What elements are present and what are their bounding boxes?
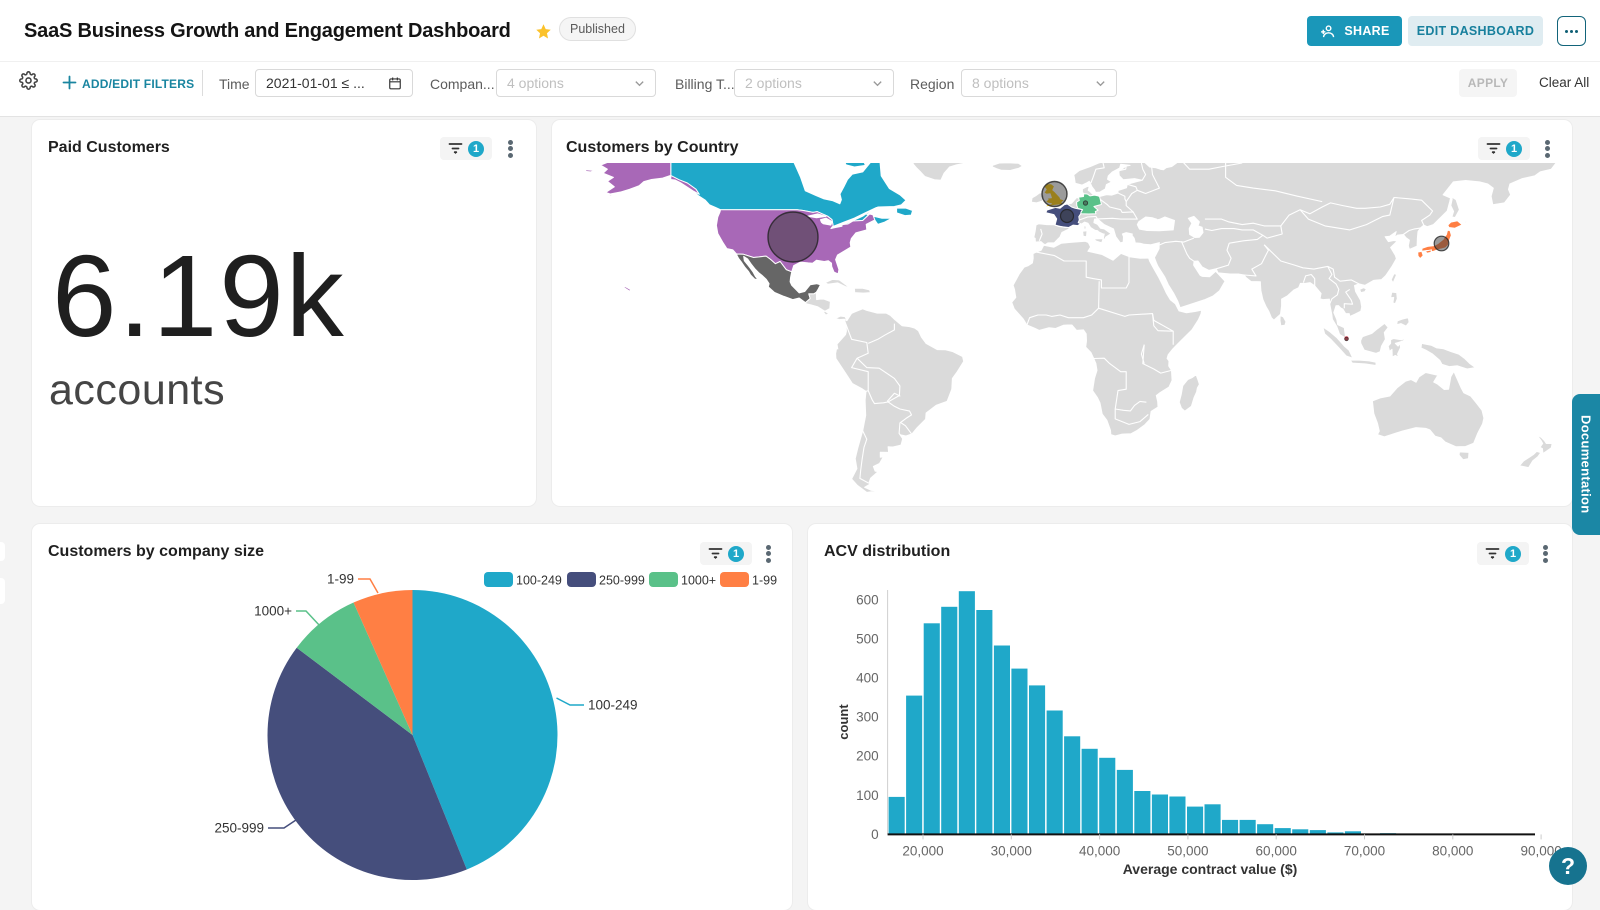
svg-text:300: 300 xyxy=(856,710,879,725)
svg-text:20,000: 20,000 xyxy=(902,843,943,858)
svg-text:0: 0 xyxy=(871,827,879,842)
svg-text:1000+: 1000+ xyxy=(254,604,292,619)
svg-text:250-999: 250-999 xyxy=(599,574,645,588)
svg-text:70,000: 70,000 xyxy=(1344,843,1385,858)
svg-text:400: 400 xyxy=(856,671,879,686)
svg-text:1-99: 1-99 xyxy=(327,572,354,587)
svg-text:60,000: 60,000 xyxy=(1256,843,1297,858)
svg-text:30,000: 30,000 xyxy=(991,843,1032,858)
svg-text:100-249: 100-249 xyxy=(516,574,562,588)
svg-text:1-99: 1-99 xyxy=(752,574,777,588)
svg-text:1000+: 1000+ xyxy=(681,574,716,588)
svg-text:100: 100 xyxy=(856,788,879,803)
svg-text:50,000: 50,000 xyxy=(1167,843,1208,858)
svg-text:250-999: 250-999 xyxy=(214,821,264,836)
svg-text:Average contract value ($): Average contract value ($) xyxy=(1123,861,1298,877)
svg-text:500: 500 xyxy=(856,631,879,646)
svg-text:600: 600 xyxy=(856,592,879,607)
svg-text:200: 200 xyxy=(856,749,879,764)
svg-text:count: count xyxy=(836,704,851,740)
svg-text:80,000: 80,000 xyxy=(1432,843,1473,858)
svg-text:100-249: 100-249 xyxy=(588,698,638,713)
svg-text:40,000: 40,000 xyxy=(1079,843,1120,858)
